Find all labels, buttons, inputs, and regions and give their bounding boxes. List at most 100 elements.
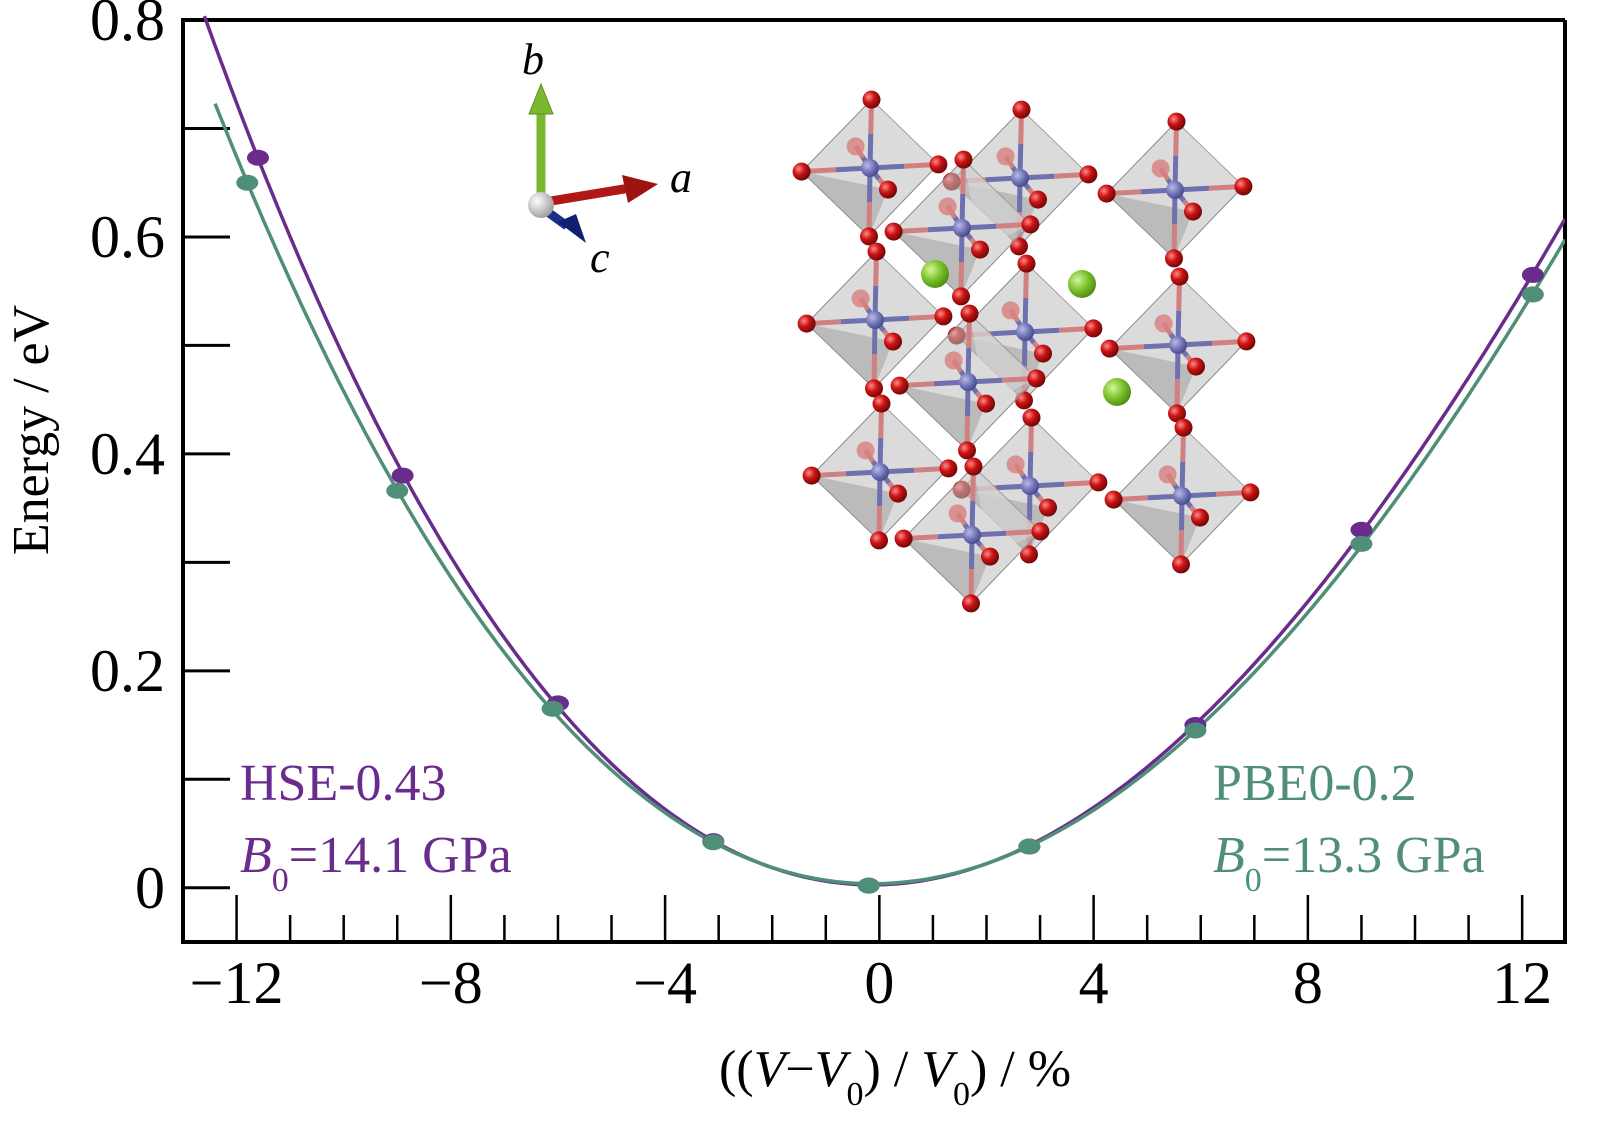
- x-axis-title-part: V: [815, 1041, 852, 1098]
- c-axis-arrowhead: [558, 214, 586, 243]
- hse-label: HSE-0.43: [240, 755, 447, 812]
- hse-bulk-modulus: B0=14.1 GPa: [240, 827, 512, 899]
- hse-data-point: [246, 149, 269, 166]
- oxygen-atom: [889, 484, 907, 503]
- x-axis-title-part: ) /: [863, 1041, 921, 1098]
- oxygen-atom: [962, 594, 980, 613]
- c-axis-label: c: [590, 233, 610, 282]
- metal-atom: [1166, 181, 1184, 199]
- metal-atom: [953, 219, 971, 237]
- oxygen-atom: [1172, 555, 1190, 574]
- oxygen-atom: [1191, 508, 1209, 527]
- octahedron-face: [899, 385, 986, 451]
- octahedron: [1104, 418, 1260, 574]
- octahedron-face: [1106, 193, 1193, 259]
- x-tick-label: −12: [190, 950, 284, 1016]
- oxygen-atom: [1184, 202, 1202, 221]
- x-axis-title-part: ((: [719, 1041, 754, 1098]
- x-axis-title-part: −: [785, 1041, 814, 1098]
- oxygen-atom: [870, 531, 888, 550]
- pbe0-bulk-modulus: B0=13.3 GPa: [1213, 827, 1485, 899]
- metal-atom: [959, 373, 977, 391]
- oxygen-atom: [1151, 159, 1170, 178]
- oxygen-atom: [1237, 332, 1256, 351]
- octahedron: [797, 242, 953, 398]
- metal-atom: [866, 311, 884, 329]
- oxygen-atom: [1234, 177, 1253, 196]
- fit-curves: [202, 15, 1565, 887]
- x-axis-title: ((V−V0) / V0) / %: [719, 1041, 1071, 1113]
- oxygen-atom: [865, 379, 883, 398]
- oxygen-atom: [1020, 545, 1038, 564]
- oxygen-atom: [846, 137, 865, 156]
- oxygen-atom: [1027, 369, 1046, 388]
- oxygen-atom: [1034, 344, 1052, 363]
- metal-atom: [871, 463, 889, 481]
- pbe0-data-point: [1184, 722, 1207, 739]
- metal-atom: [861, 159, 879, 177]
- oxygen-atom: [1017, 254, 1036, 273]
- hse-data-point: [1350, 521, 1373, 538]
- oxygen-atom: [884, 332, 902, 351]
- oxygen-atom: [792, 162, 811, 181]
- oxygen-atom: [894, 529, 913, 548]
- y-axis-title: Energy / eV: [3, 305, 60, 555]
- pbe0-label: PBE0-0.2: [1213, 755, 1417, 812]
- oxygen-atom: [890, 376, 909, 395]
- fit-curve-pbe0: [213, 103, 1565, 886]
- octahedron: [792, 90, 948, 246]
- octahedron-face: [801, 171, 888, 237]
- pbe0-data-point: [702, 834, 725, 851]
- b-axis-label: b: [522, 35, 544, 84]
- oxygen-atom: [1158, 465, 1177, 484]
- x-axis-title-part: ) / %: [970, 1041, 1071, 1098]
- octahedron: [890, 304, 1046, 460]
- guest-atom: [1103, 378, 1131, 406]
- oxygen-atom: [952, 287, 970, 306]
- oxygen-atom: [884, 222, 903, 241]
- oxygen-atom: [1079, 165, 1098, 184]
- metal-atom: [1011, 169, 1029, 187]
- octahedron: [802, 394, 958, 550]
- oxygen-atom: [1167, 112, 1186, 131]
- oxygen-atom: [981, 547, 999, 566]
- guest-atom: [1068, 270, 1096, 298]
- data-points: [236, 149, 1544, 894]
- oxygen-atom: [971, 240, 989, 259]
- y-tick-label: 0: [135, 855, 165, 921]
- oxygen-atom: [1001, 301, 1020, 320]
- oxygen-atom: [1012, 100, 1031, 119]
- pbe0-data-point: [1521, 286, 1544, 303]
- x-tick-label: −8: [419, 950, 483, 1016]
- b-axis-arrowhead: [528, 82, 554, 115]
- x-axis-title-part: V: [754, 1041, 791, 1098]
- annotation-part: =14.1 GPa: [289, 827, 512, 884]
- oxygen-atom: [1097, 184, 1116, 203]
- pbe0-data-point: [857, 877, 880, 894]
- octahedron-face: [806, 323, 893, 389]
- x-tick-label: −4: [633, 950, 697, 1016]
- oxygen-atom: [797, 314, 816, 333]
- octahedron-face: [1109, 348, 1196, 414]
- metal-atom: [1173, 487, 1191, 505]
- oxygen-atom: [934, 307, 953, 326]
- metal-atom: [1169, 336, 1187, 354]
- metal-atom: [1021, 477, 1039, 495]
- oxygen-atom: [948, 504, 967, 523]
- guest-atom: [921, 260, 949, 288]
- oxygen-atom: [960, 304, 979, 323]
- oxygen-atom: [1010, 237, 1028, 256]
- a-axis-label: a: [670, 153, 692, 202]
- oxygen-atom: [1029, 190, 1047, 209]
- oxygen-atom: [1021, 215, 1040, 234]
- oxygen-atom: [929, 155, 948, 174]
- x-axis-title-part: 0: [953, 1076, 970, 1113]
- annotation-part: 0: [272, 862, 289, 899]
- pbe0-data-point: [1350, 535, 1373, 552]
- hse-annotation: HSE-0.43 B0=14.1 GPa: [240, 755, 512, 899]
- triad-origin: [528, 192, 554, 218]
- a-axis-arrow: [544, 183, 631, 207]
- metal-atom: [1016, 323, 1034, 341]
- oxygen-atom: [879, 180, 897, 199]
